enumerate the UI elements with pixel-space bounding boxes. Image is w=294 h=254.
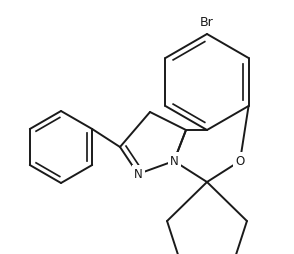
Text: N: N [134,168,142,181]
Text: N: N [170,155,178,168]
Text: Br: Br [200,14,214,27]
Text: O: O [235,155,245,168]
Text: Br: Br [200,15,214,28]
